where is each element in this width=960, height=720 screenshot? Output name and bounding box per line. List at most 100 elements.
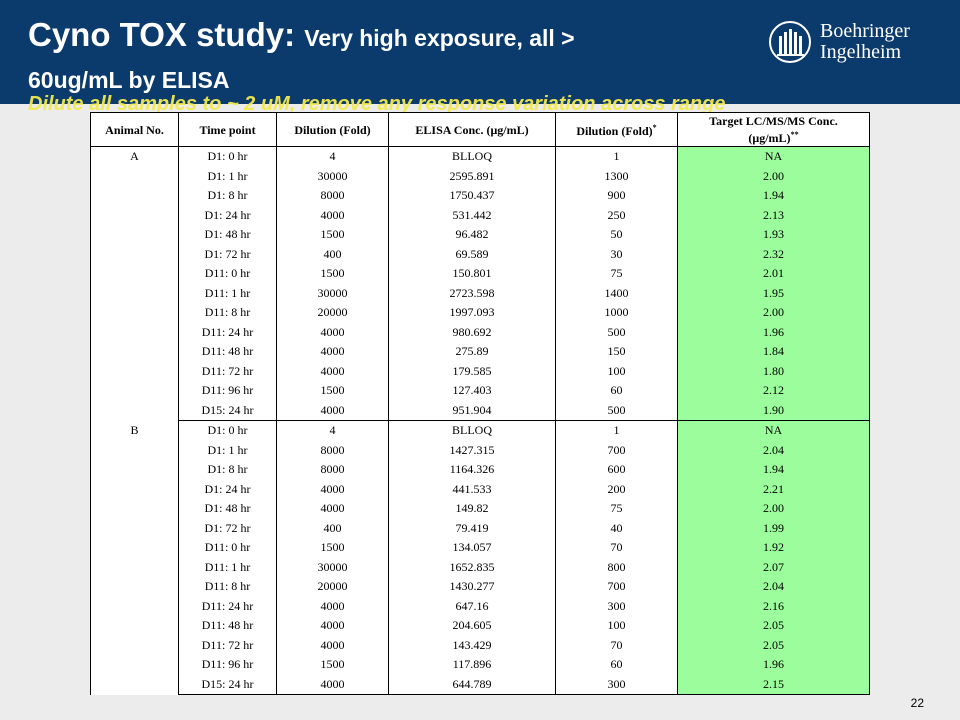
table-row: D11: 96 hr 1500 127.403 60 2.12 xyxy=(91,381,870,401)
time-cell: D11: 24 hr xyxy=(178,322,277,342)
dilution-cell: 4000 xyxy=(276,342,389,362)
header-dilution2-sup: * xyxy=(652,123,657,132)
target-cell: 2.00 xyxy=(677,303,870,323)
time-cell: D11: 8 hr xyxy=(178,577,277,597)
dilution-cell: 1500 xyxy=(276,538,389,558)
slide-subtitle: Dilute all samples to ~ 2 uM, remove any… xyxy=(28,93,726,115)
table-row: D1: 24 hr 4000 441.533 200 2.21 xyxy=(91,479,870,499)
animal-cell: B xyxy=(90,420,179,695)
dilution-cell: 4000 xyxy=(276,479,389,499)
elisa-cell: 2723.598 xyxy=(388,283,556,303)
time-cell: D1: 1 hr xyxy=(178,440,277,460)
elisa-cell: 2595.891 xyxy=(388,166,556,186)
dilution2-cell: 1 xyxy=(555,146,678,167)
dilution-cell: 1500 xyxy=(276,655,389,675)
dilution-cell: 4000 xyxy=(276,616,389,636)
table-row: D11: 0 hr 1500 134.057 70 1.92 xyxy=(91,538,870,558)
time-cell: D11: 96 hr xyxy=(178,655,277,675)
company-logo: Boehringer Ingelheim xyxy=(768,14,910,70)
elisa-cell: 531.442 xyxy=(388,205,556,225)
dilution2-cell: 40 xyxy=(555,518,678,538)
time-cell: D1: 24 hr xyxy=(178,205,277,225)
page-number: 22 xyxy=(910,696,924,710)
dilution-cell: 4 xyxy=(276,146,389,167)
time-cell: D1: 72 hr xyxy=(178,518,277,538)
header-target: Target LC/MS/MS Conc. (μg/mL)** xyxy=(677,112,870,147)
dilution2-cell: 100 xyxy=(555,361,678,381)
time-cell: D11: 24 hr xyxy=(178,596,277,616)
time-cell: D11: 48 hr xyxy=(178,342,277,362)
dilution-cell: 8000 xyxy=(276,440,389,460)
dilution2-cell: 1 xyxy=(555,420,678,441)
data-table-container: Animal No. Time point Dilution (Fold) EL… xyxy=(90,112,870,695)
target-cell: 2.00 xyxy=(677,499,870,519)
table-row: D11: 8 hr 20000 1997.093 1000 2.00 xyxy=(91,303,870,323)
table-row: D1: 24 hr 4000 531.442 250 2.13 xyxy=(91,205,870,225)
target-cell: 2.01 xyxy=(677,264,870,284)
dilution2-cell: 1400 xyxy=(555,283,678,303)
target-cell: 1.96 xyxy=(677,655,870,675)
target-cell: 2.15 xyxy=(677,674,870,695)
elisa-cell: 149.82 xyxy=(388,499,556,519)
slide-title: Cyno TOX study: Very high exposure, all … xyxy=(28,16,748,103)
table-row: D15: 24 hr 4000 644.789 300 2.15 xyxy=(91,674,870,695)
table-row: D1: 8 hr 8000 1750.437 900 1.94 xyxy=(91,186,870,206)
dilution2-cell: 300 xyxy=(555,596,678,616)
target-cell: 1.95 xyxy=(677,283,870,303)
table-row: D15: 24 hr 4000 951.904 500 1.90 xyxy=(91,400,870,421)
elisa-cell: 179.585 xyxy=(388,361,556,381)
header-target-line2: (μg/mL) xyxy=(748,131,791,145)
header-dilution: Dilution (Fold) xyxy=(276,112,389,147)
target-cell: 2.04 xyxy=(677,440,870,460)
elisa-cell: 96.482 xyxy=(388,225,556,245)
target-cell: 2.05 xyxy=(677,635,870,655)
dilution2-cell: 70 xyxy=(555,538,678,558)
elisa-cell: 647.16 xyxy=(388,596,556,616)
dilution-cell: 30000 xyxy=(276,166,389,186)
building-logo-icon xyxy=(769,21,811,63)
table-row: D11: 24 hr 4000 647.16 300 2.16 xyxy=(91,596,870,616)
dilution2-cell: 900 xyxy=(555,186,678,206)
table-row: D11: 0 hr 1500 150.801 75 2.01 xyxy=(91,264,870,284)
elisa-cell: BLLOQ xyxy=(388,420,556,441)
time-cell: D1: 48 hr xyxy=(178,225,277,245)
dilution-cell: 4000 xyxy=(276,361,389,381)
table-row: D1: 1 hr 30000 2595.891 1300 2.00 xyxy=(91,166,870,186)
time-cell: D1: 48 hr xyxy=(178,499,277,519)
elisa-cell: 1750.437 xyxy=(388,186,556,206)
target-cell: NA xyxy=(677,420,870,441)
time-cell: D11: 1 hr xyxy=(178,283,277,303)
table-row: D11: 96 hr 1500 117.896 60 1.96 xyxy=(91,655,870,675)
table-row: D11: 8 hr 20000 1430.277 700 2.04 xyxy=(91,577,870,597)
dilution2-cell: 700 xyxy=(555,440,678,460)
table-row: B D1: 0 hr 4 BLLOQ 1 NA xyxy=(90,420,870,695)
elisa-cell: 1652.835 xyxy=(388,557,556,577)
target-cell: 1.84 xyxy=(677,342,870,362)
elisa-cell: 134.057 xyxy=(388,538,556,558)
data-table: Animal No. Time point Dilution (Fold) EL… xyxy=(90,112,870,695)
header-target-line1: Target LC/MS/MS Conc. xyxy=(709,114,838,128)
dilution2-cell: 700 xyxy=(555,577,678,597)
time-cell: D11: 0 hr xyxy=(178,264,277,284)
target-cell: 1.96 xyxy=(677,322,870,342)
dilution-cell: 4000 xyxy=(276,674,389,695)
table-row: D11: 1 hr 30000 1652.835 800 2.07 xyxy=(91,557,870,577)
elisa-cell: 204.605 xyxy=(388,616,556,636)
dilution-cell: 4000 xyxy=(276,400,389,421)
dilution-cell: 30000 xyxy=(276,283,389,303)
table-header-row: Animal No. Time point Dilution (Fold) EL… xyxy=(90,112,870,147)
target-cell: 1.93 xyxy=(677,225,870,245)
dilution2-cell: 300 xyxy=(555,674,678,695)
target-cell: 2.04 xyxy=(677,577,870,597)
target-cell: 2.00 xyxy=(677,166,870,186)
dilution-cell: 1500 xyxy=(276,225,389,245)
header-elisa: ELISA Conc. (μg/mL) xyxy=(388,112,556,147)
elisa-cell: 79.419 xyxy=(388,518,556,538)
time-cell: D11: 72 hr xyxy=(178,361,277,381)
dilution2-cell: 100 xyxy=(555,616,678,636)
elisa-cell: 69.589 xyxy=(388,244,556,264)
target-cell: 2.05 xyxy=(677,616,870,636)
table-row: D11: 72 hr 4000 143.429 70 2.05 xyxy=(91,635,870,655)
dilution2-cell: 1000 xyxy=(555,303,678,323)
elisa-cell: 1164.326 xyxy=(388,460,556,480)
